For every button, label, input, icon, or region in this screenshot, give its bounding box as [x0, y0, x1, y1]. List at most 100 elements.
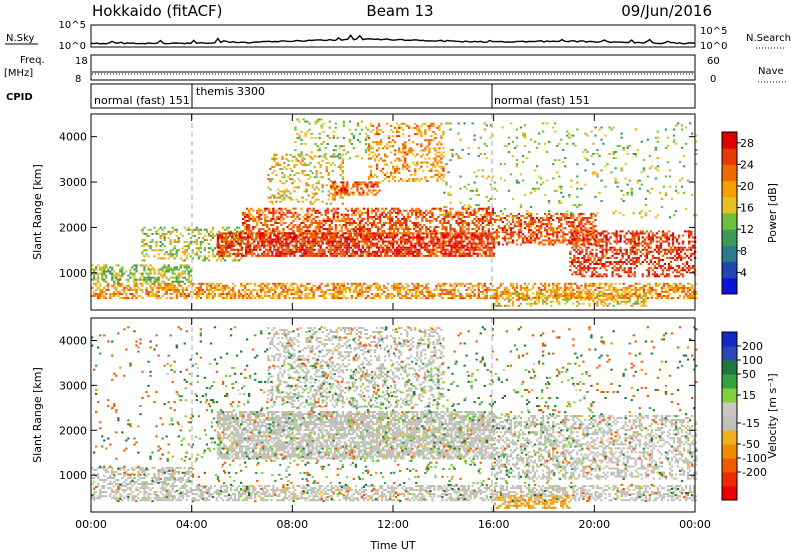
power-cell — [231, 290, 235, 293]
power-cell — [340, 187, 343, 190]
power-cell — [147, 293, 150, 295]
power-cell — [263, 246, 266, 249]
power-cell — [157, 278, 160, 281]
power-cell — [531, 239, 535, 242]
power-cell — [115, 278, 118, 281]
power-cell — [288, 288, 291, 291]
power-cell — [165, 270, 168, 273]
power-cell — [171, 226, 174, 229]
power-cell — [406, 246, 409, 249]
power-cell — [435, 232, 438, 235]
power-cell — [165, 276, 168, 279]
power-cell — [287, 176, 290, 179]
power-cell — [272, 213, 275, 216]
power-cell — [169, 255, 172, 258]
power-cell — [335, 248, 338, 251]
power-cell — [458, 248, 461, 251]
power-cell — [175, 230, 178, 233]
power-cell — [183, 251, 186, 254]
power-cell — [408, 147, 411, 150]
power-cell — [695, 290, 698, 293]
power-cell — [339, 168, 342, 170]
power-cell — [418, 240, 421, 243]
power-cell — [177, 276, 180, 279]
power-cell — [339, 155, 342, 158]
power-cell — [111, 268, 114, 271]
power-cell — [467, 226, 470, 229]
power-cell — [290, 228, 293, 231]
power-cell — [133, 280, 136, 283]
power-cell — [668, 284, 672, 287]
power-cell — [270, 232, 273, 235]
power-cell — [173, 276, 176, 279]
power-cell — [329, 250, 332, 253]
power-cell — [93, 274, 96, 277]
power-cell — [420, 238, 423, 241]
power-cell — [378, 189, 381, 192]
power-cell — [209, 282, 213, 285]
power-cell — [351, 254, 355, 257]
power-cell — [342, 145, 346, 148]
power-cell — [535, 225, 539, 228]
power-cell — [165, 282, 168, 285]
power-cell — [475, 226, 478, 229]
power-cell — [459, 282, 462, 285]
power-cell — [305, 246, 308, 249]
power-cell — [426, 236, 429, 239]
power-cell — [334, 155, 337, 158]
power-cell — [386, 175, 389, 178]
power-cell — [407, 215, 410, 218]
power-cell — [307, 238, 310, 241]
power-cell — [163, 282, 166, 285]
power-cell — [691, 286, 694, 289]
power-cell — [229, 293, 233, 295]
power-cell — [473, 295, 476, 297]
power-cell — [440, 248, 443, 251]
power-cell — [424, 157, 427, 160]
power-cell — [430, 236, 433, 239]
power-cell — [215, 286, 219, 289]
power-cell — [424, 246, 427, 249]
power-cell — [220, 252, 224, 255]
power-cell — [416, 153, 419, 156]
power-cell — [298, 120, 301, 123]
power-cell — [271, 172, 274, 175]
power-cell — [358, 193, 361, 196]
power-cell — [408, 238, 411, 241]
power-cell — [414, 236, 417, 239]
power-cell — [230, 232, 234, 235]
power-cell — [334, 126, 337, 129]
power-cell — [300, 207, 303, 210]
power-cell — [436, 250, 439, 253]
power-cell — [334, 219, 337, 222]
power-cell — [97, 293, 100, 295]
power-cell — [173, 266, 176, 269]
power-cell — [558, 293, 561, 295]
power-cell — [269, 236, 272, 239]
power-cell — [216, 234, 220, 237]
power-cell — [157, 284, 160, 287]
power-cell — [421, 297, 424, 300]
power-cell — [485, 215, 488, 218]
power-cell — [396, 250, 399, 253]
power-cell — [217, 284, 221, 287]
power-cell — [344, 286, 348, 289]
power-cell — [329, 202, 332, 205]
power-cell — [277, 163, 280, 166]
nave-tick-bottom: 0 — [710, 74, 716, 85]
power-cell — [525, 212, 529, 215]
power-cell — [223, 284, 227, 287]
power-cell — [113, 276, 116, 279]
power-cell — [406, 234, 409, 237]
power-cell — [397, 288, 400, 291]
power-cell — [183, 272, 186, 275]
power-cell — [648, 284, 652, 287]
power-cell — [269, 168, 272, 170]
power-cell — [224, 244, 228, 247]
power-cell — [268, 207, 271, 210]
power-cell — [185, 297, 188, 300]
power-cell — [531, 219, 535, 221]
power-cell — [331, 238, 334, 241]
power-cell — [352, 282, 356, 285]
power-cell — [321, 159, 324, 162]
